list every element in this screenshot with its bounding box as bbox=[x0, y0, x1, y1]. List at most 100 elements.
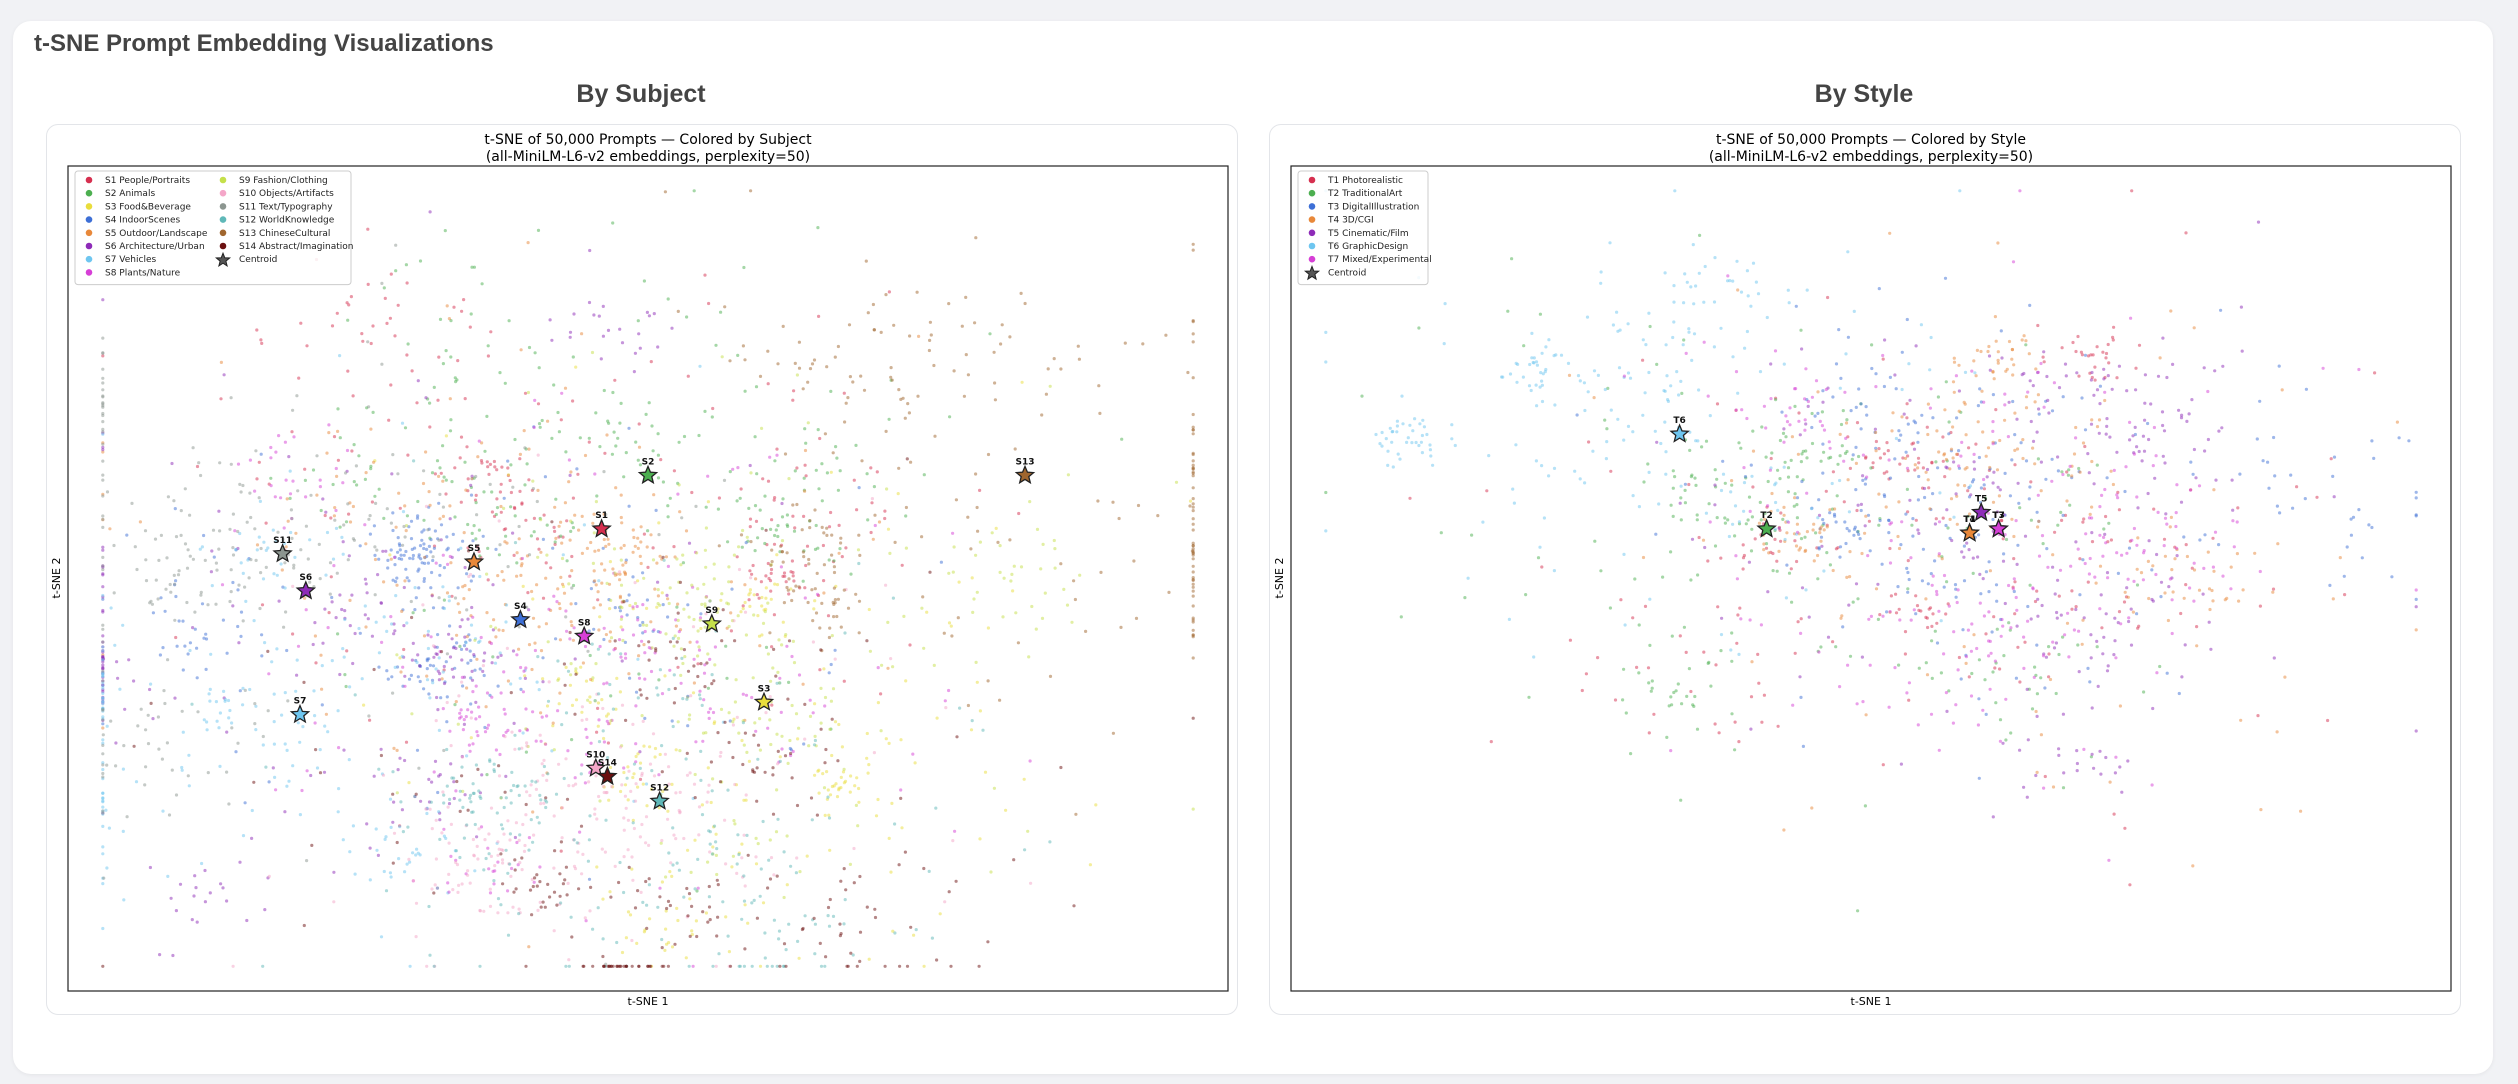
scatter-point bbox=[335, 571, 339, 575]
scatter-point bbox=[1834, 645, 1838, 649]
scatter-point bbox=[514, 887, 518, 891]
scatter-point bbox=[406, 342, 410, 346]
scatter-point bbox=[714, 964, 718, 968]
series-s4-indoorscenes bbox=[101, 425, 944, 881]
scatter-point bbox=[411, 641, 415, 646]
scatter-point bbox=[385, 629, 389, 633]
scatter-point bbox=[451, 675, 456, 679]
scatter-point bbox=[332, 564, 336, 568]
scatter-point bbox=[725, 601, 729, 605]
scatter-point bbox=[726, 788, 730, 792]
scatter-point bbox=[333, 518, 337, 522]
scatter-point bbox=[397, 557, 401, 561]
scatter-point bbox=[304, 608, 308, 612]
scatter-point bbox=[742, 798, 746, 802]
scatter-point bbox=[502, 670, 506, 674]
scatter-point bbox=[741, 692, 745, 696]
scatter-point bbox=[533, 398, 537, 402]
scatter-point bbox=[619, 546, 623, 550]
scatter-point bbox=[1834, 362, 1839, 366]
scatter-point bbox=[603, 568, 607, 572]
scatter-point bbox=[448, 397, 452, 401]
scatter-point bbox=[947, 890, 951, 894]
scatter-point bbox=[670, 719, 674, 723]
scatter-point bbox=[364, 582, 368, 586]
scatter-point bbox=[101, 336, 105, 340]
scatter-point bbox=[771, 773, 775, 777]
scatter-point bbox=[499, 504, 503, 509]
scatter-point bbox=[1910, 442, 1914, 446]
scatter-point bbox=[638, 750, 642, 754]
scatter-point bbox=[2315, 495, 2319, 499]
scatter-point bbox=[712, 577, 716, 581]
scatter-point bbox=[2328, 583, 2332, 587]
scatter-point bbox=[682, 607, 686, 611]
scatter-point bbox=[138, 520, 142, 524]
scatter-point bbox=[2098, 564, 2103, 568]
scatter-point bbox=[449, 762, 453, 766]
scatter-point bbox=[1599, 569, 1603, 573]
scatter-point bbox=[731, 720, 735, 724]
scatter-point bbox=[2183, 643, 2187, 647]
scatter-point bbox=[774, 830, 779, 834]
scatter-point bbox=[272, 720, 276, 724]
scatter-point bbox=[632, 772, 636, 776]
scatter-point bbox=[173, 618, 177, 622]
scatter-point bbox=[342, 655, 346, 659]
scatter-point bbox=[766, 561, 770, 566]
scatter-point bbox=[433, 759, 438, 764]
scatter-point bbox=[1877, 492, 1881, 496]
scatter-point bbox=[754, 577, 758, 581]
scatter-point bbox=[1695, 518, 1699, 522]
scatter-point bbox=[906, 402, 910, 406]
scatter-point bbox=[498, 543, 502, 547]
scatter-point bbox=[686, 848, 690, 852]
scatter-point bbox=[552, 525, 556, 529]
scatter-point bbox=[696, 662, 700, 666]
scatter-point bbox=[865, 731, 869, 736]
scatter-point bbox=[456, 359, 460, 363]
scatter-point bbox=[344, 471, 348, 475]
scatter-point bbox=[324, 712, 328, 716]
scatter-point bbox=[438, 818, 442, 822]
scatter-point bbox=[813, 952, 817, 956]
scatter-point bbox=[536, 908, 540, 913]
scatter-point bbox=[564, 711, 569, 715]
scatter-point bbox=[101, 791, 105, 795]
scatter-point bbox=[431, 664, 436, 668]
scatter-point bbox=[536, 402, 541, 406]
scatter-point bbox=[832, 559, 836, 563]
scatter-point bbox=[458, 610, 462, 614]
scatter-point bbox=[873, 523, 877, 528]
scatter-point bbox=[2060, 518, 2064, 522]
scatter-point bbox=[1191, 320, 1195, 324]
scatter-point bbox=[444, 478, 448, 482]
scatter-point bbox=[513, 514, 517, 518]
scatter-point bbox=[1766, 479, 1770, 484]
scatter-point bbox=[170, 461, 174, 466]
scatter-point bbox=[470, 531, 474, 535]
scatter-point bbox=[1916, 466, 1920, 470]
scatter-point bbox=[530, 913, 534, 917]
scatter-point bbox=[330, 659, 334, 663]
scatter-point bbox=[1979, 349, 1983, 354]
scatter-point bbox=[493, 864, 497, 868]
scatter-point bbox=[1917, 666, 1921, 670]
scatter-point bbox=[719, 750, 723, 755]
scatter-point bbox=[291, 584, 295, 588]
scatter-point bbox=[248, 458, 252, 462]
scatter-point bbox=[165, 741, 169, 745]
scatter-point bbox=[620, 606, 624, 610]
scatter-point bbox=[791, 639, 796, 644]
scatter-point bbox=[205, 728, 209, 732]
scatter-point bbox=[492, 879, 496, 883]
scatter-point bbox=[534, 739, 538, 743]
scatter-point bbox=[1877, 287, 1881, 291]
scatter-point bbox=[462, 531, 466, 535]
centroid-star-s7 bbox=[289, 703, 311, 724]
scatter-point bbox=[407, 781, 411, 785]
scatter-point bbox=[1925, 673, 1930, 677]
scatter-point bbox=[458, 809, 462, 814]
scatter-point bbox=[434, 561, 438, 565]
scatter-point bbox=[775, 874, 779, 878]
